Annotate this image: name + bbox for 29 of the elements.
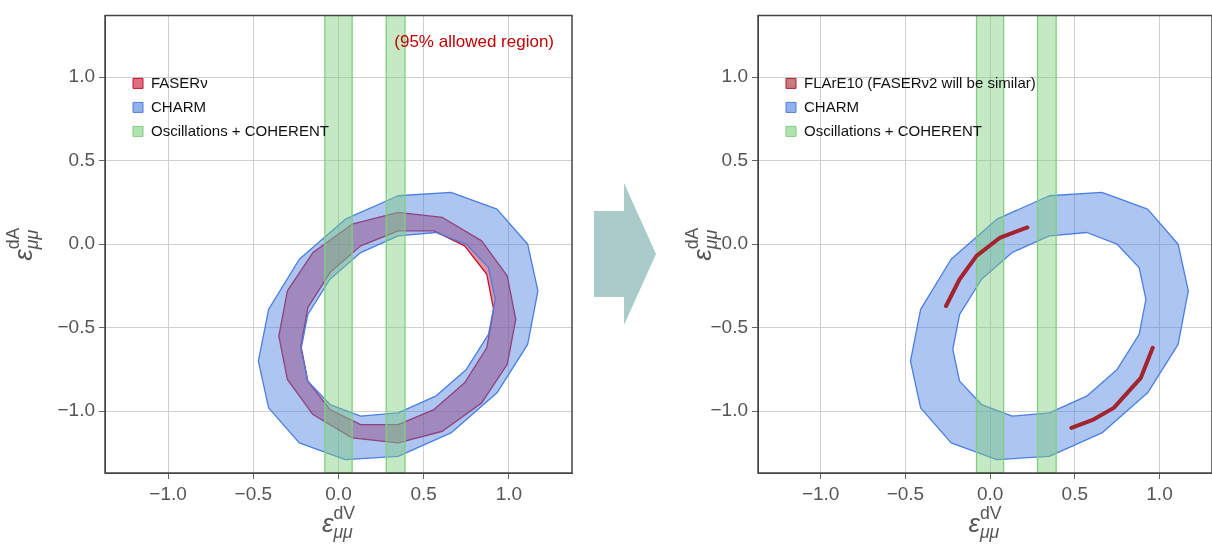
y-tick-label: 1.0 [721, 65, 748, 87]
x-tick-label: 0.0 [976, 482, 1004, 504]
y-axis-title: εμμdA [2, 227, 42, 261]
legend-label: FLArE10 (FASERν2 will be similar) [804, 73, 1036, 91]
y-tick-label: −0.5 [57, 315, 95, 337]
legend-label: Oscillations + COHERENT [151, 121, 329, 139]
y-tick-label: −1.0 [710, 399, 748, 421]
annotation: (95% allowed region) [394, 32, 554, 52]
x-tick-label: 1.0 [1146, 482, 1173, 504]
legend-label: CHARM [151, 97, 206, 115]
y-tick-label: −0.5 [710, 315, 748, 337]
y-tick-label: 0.5 [68, 148, 95, 170]
y-tick-label: 0.0 [68, 232, 95, 254]
y-tick-label: 0.5 [721, 148, 748, 170]
y-tick-label: 1.0 [68, 65, 95, 87]
y-tick-label: 0.0 [721, 232, 748, 254]
legend-label: Oscillations + COHERENT [804, 121, 982, 139]
legend-label: FASERν [151, 73, 208, 91]
x-tick-label: 0.5 [410, 482, 437, 504]
y-axis-title: εμμdA [681, 227, 721, 261]
x-tick-label: −1.0 [149, 482, 187, 504]
x-tick-label: −1.0 [801, 482, 840, 504]
x-tick-label: −0.5 [886, 482, 925, 504]
legend-label: CHARM [804, 97, 859, 115]
x-tick-label: −0.5 [234, 482, 273, 504]
x-tick-label: 0.5 [1061, 482, 1088, 504]
x-tick-label: 1.0 [495, 482, 523, 504]
x-tick-label: 0.0 [325, 482, 352, 504]
y-tick-label: −1.0 [57, 399, 95, 421]
